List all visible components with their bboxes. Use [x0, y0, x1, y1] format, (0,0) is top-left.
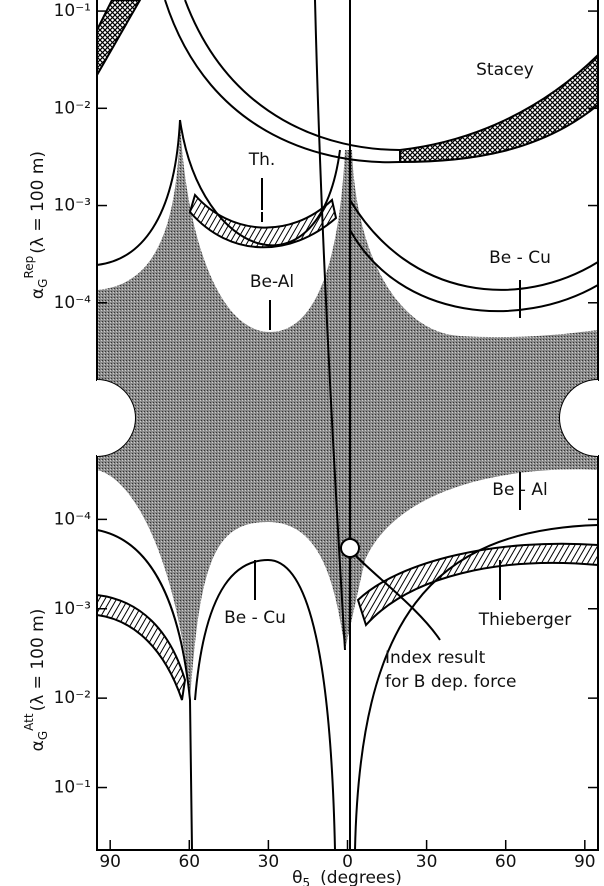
- x-tick-label: 30: [416, 852, 438, 872]
- curve: [349, 229, 599, 313]
- curve: [179, 119, 341, 247]
- x-tick-label: 30: [258, 852, 280, 872]
- curve: [184, 0, 401, 151]
- y-tick-label: 10⁻²: [54, 98, 91, 118]
- curve: [96, 529, 193, 851]
- curve: [354, 524, 599, 851]
- y-tick-label: 10⁻⁴: [54, 293, 92, 313]
- curve: [96, 119, 181, 266]
- index-result: [340, 538, 360, 558]
- y-tick-label: 10⁻³: [54, 196, 91, 216]
- annotation: Stacey: [476, 60, 534, 80]
- x-tick-label: 90: [99, 852, 121, 872]
- annotations: Stacey Th. Be - Cu Be-Al Be - Al Be - Cu…: [224, 60, 571, 692]
- notch-left: [97, 380, 135, 456]
- plot-shapes: [96, 0, 599, 851]
- curve: [194, 558, 336, 851]
- x-axis-label: θ5 (degrees): [292, 868, 402, 886]
- annotation: for B dep. force: [385, 672, 517, 692]
- annotation: Thieberger: [478, 610, 572, 630]
- annotation: Be-Al: [250, 272, 294, 292]
- notch-right: [560, 380, 598, 456]
- curve: [164, 0, 401, 164]
- annotation: Be - Cu: [224, 608, 286, 628]
- arrow: [254, 178, 521, 641]
- annotation: Th.: [248, 150, 276, 170]
- x-tick-label: 60: [178, 852, 200, 872]
- y-axis-label: αGRep(λ = 100 m): [22, 151, 50, 299]
- annotation: Be - Al: [492, 480, 547, 500]
- y-tick-label: 10⁻⁴: [54, 509, 92, 529]
- curve: [314, 0, 346, 651]
- y-tick-label: 10⁻¹: [54, 1, 91, 21]
- th-band: [188, 192, 338, 249]
- curve: [349, 199, 599, 291]
- x-tick-label: 90: [574, 852, 596, 872]
- x-tick-label: 60: [495, 852, 517, 872]
- y-axis-label: αGAtt(λ = 100 m): [22, 609, 50, 752]
- y-tick-label: 10⁻²: [54, 688, 91, 708]
- excluded-region: [97, 120, 598, 700]
- y-tick-label: 10⁻³: [54, 599, 91, 619]
- thieberger-band-left: [96, 593, 187, 701]
- x-tick-label: 0: [342, 852, 353, 872]
- annotation: Index result: [385, 648, 486, 668]
- annotation: Be - Cu: [489, 248, 551, 268]
- y-tick-label: 10⁻¹: [54, 778, 91, 798]
